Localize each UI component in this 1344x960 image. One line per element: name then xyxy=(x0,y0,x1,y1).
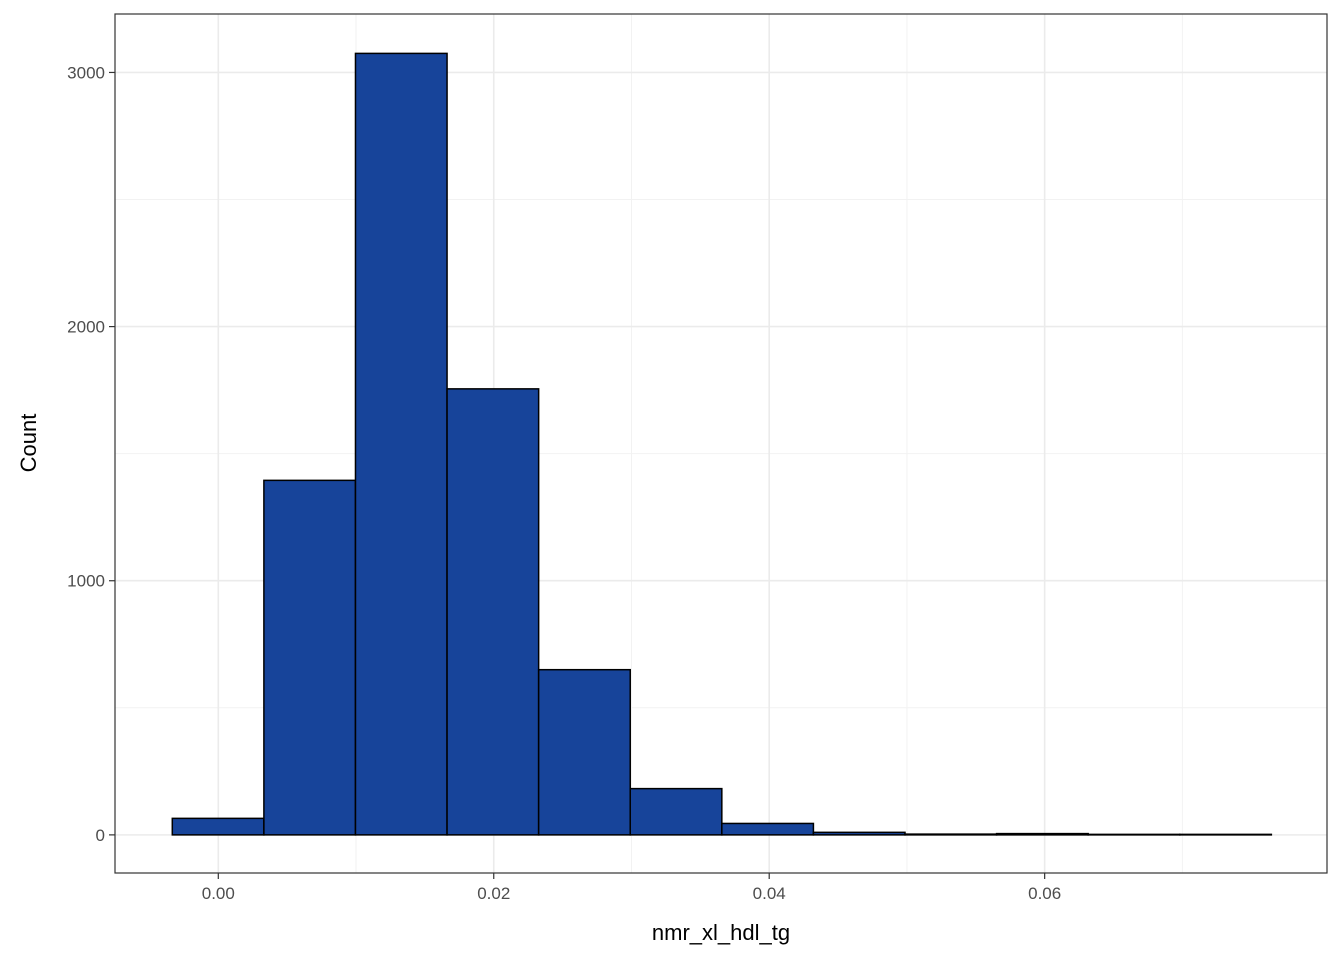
x-tick-label: 0.02 xyxy=(477,884,510,903)
histogram-bar xyxy=(171,817,265,836)
x-tick-label: 0.06 xyxy=(1028,884,1061,903)
x-tick-label: 0.04 xyxy=(753,884,786,903)
x-axis-title: nmr_xl_hdl_tg xyxy=(652,920,790,945)
x-tick-label: 0.00 xyxy=(202,884,235,903)
histogram-bar xyxy=(629,787,723,836)
histogram-bar xyxy=(1087,833,1181,836)
y-tick-label: 1000 xyxy=(67,572,105,591)
y-tick-label: 2000 xyxy=(67,318,105,337)
axes: 0.00 0.02 0.04 0.06 0 1000 2000 3000 xyxy=(67,63,1061,903)
y-tick-label: 0 xyxy=(96,826,105,845)
histogram-bar xyxy=(904,833,998,836)
histogram-bar xyxy=(812,831,906,836)
histogram-bar xyxy=(995,832,1089,836)
y-axis-title: Count xyxy=(16,414,41,473)
histogram-bar xyxy=(721,822,815,836)
y-tick-label: 3000 xyxy=(67,63,105,82)
histogram-bar xyxy=(537,668,631,836)
histogram-bar xyxy=(354,52,448,836)
histogram-bars xyxy=(171,52,1273,836)
histogram-bar xyxy=(446,388,540,836)
histogram-bar xyxy=(263,479,357,836)
grid-lines xyxy=(115,14,1327,873)
histogram-bar xyxy=(1179,833,1273,836)
plot-panel-border xyxy=(114,13,1328,874)
